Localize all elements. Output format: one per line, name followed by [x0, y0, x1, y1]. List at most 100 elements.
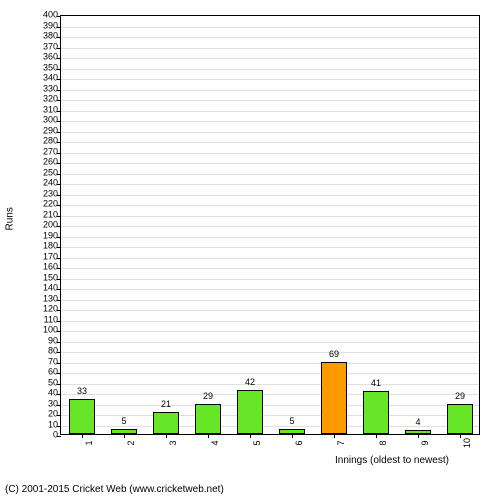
ytick-label: 90 — [28, 336, 58, 345]
bar-value-label: 4 — [415, 417, 420, 427]
xtick-label: 10 — [462, 438, 472, 448]
gridline — [61, 237, 479, 238]
bar — [153, 412, 178, 434]
bar — [321, 362, 346, 434]
gridline — [61, 405, 479, 406]
ytick-label: 10 — [28, 420, 58, 429]
xtick-mark — [250, 434, 251, 438]
ytick-label: 60 — [28, 368, 58, 377]
gridline — [61, 90, 479, 91]
xtick-label: 5 — [252, 440, 262, 445]
gridline — [61, 363, 479, 364]
ytick-label: 320 — [28, 95, 58, 104]
ytick-label: 240 — [28, 179, 58, 188]
bar-value-label: 41 — [371, 378, 381, 388]
gridline — [61, 321, 479, 322]
gridline — [61, 289, 479, 290]
ytick-label: 180 — [28, 242, 58, 251]
xtick-mark — [124, 434, 125, 438]
x-axis-label: Innings (oldest to newest) — [335, 455, 449, 466]
gridline — [61, 331, 479, 332]
gridline — [61, 300, 479, 301]
ytick-label: 350 — [28, 63, 58, 72]
chart-container: 33521294256941429 Runs Innings (oldest t… — [0, 0, 500, 500]
ytick-label: 370 — [28, 42, 58, 51]
ytick-label: 200 — [28, 221, 58, 230]
gridline — [61, 268, 479, 269]
ytick-label: 250 — [28, 168, 58, 177]
gridline — [61, 142, 479, 143]
xtick-label: 9 — [420, 440, 430, 445]
ytick-label: 290 — [28, 126, 58, 135]
bar — [69, 399, 94, 434]
gridline — [61, 153, 479, 154]
gridline — [61, 310, 479, 311]
ytick-label: 330 — [28, 84, 58, 93]
xtick-mark — [334, 434, 335, 438]
ytick-label: 190 — [28, 231, 58, 240]
bar-value-label: 33 — [77, 386, 87, 396]
y-axis-label: Runs — [5, 207, 16, 230]
gridline — [61, 216, 479, 217]
bar — [447, 404, 472, 434]
gridline — [61, 258, 479, 259]
bar-value-label: 69 — [329, 349, 339, 359]
copyright-text: (C) 2001-2015 Cricket Web (www.cricketwe… — [5, 484, 224, 495]
ytick-label: 120 — [28, 305, 58, 314]
bar — [237, 390, 262, 434]
xtick-mark — [460, 434, 461, 438]
bar-value-label: 21 — [161, 399, 171, 409]
gridline — [61, 100, 479, 101]
gridline — [61, 384, 479, 385]
plot-area: 33521294256941429 — [60, 15, 480, 435]
ytick-label: 40 — [28, 389, 58, 398]
gridline — [61, 394, 479, 395]
gridline — [61, 174, 479, 175]
ytick-label: 150 — [28, 273, 58, 282]
ytick-label: 260 — [28, 158, 58, 167]
gridline — [61, 373, 479, 374]
xtick-mark — [418, 434, 419, 438]
xtick-label: 8 — [378, 440, 388, 445]
ytick-label: 300 — [28, 116, 58, 125]
xtick-mark — [208, 434, 209, 438]
gridline — [61, 205, 479, 206]
ytick-label: 390 — [28, 21, 58, 30]
gridline — [61, 132, 479, 133]
gridline — [61, 163, 479, 164]
ytick-label: 230 — [28, 189, 58, 198]
ytick-label: 20 — [28, 410, 58, 419]
ytick-label: 140 — [28, 284, 58, 293]
xtick-label: 4 — [210, 440, 220, 445]
gridline — [61, 79, 479, 80]
ytick-label: 170 — [28, 252, 58, 261]
ytick-label: 30 — [28, 399, 58, 408]
xtick-mark — [292, 434, 293, 438]
ytick-label: 130 — [28, 294, 58, 303]
xtick-label: 3 — [168, 440, 178, 445]
gridline — [61, 121, 479, 122]
ytick-label: 400 — [28, 11, 58, 20]
bar-value-label: 29 — [203, 391, 213, 401]
gridline — [61, 69, 479, 70]
xtick-mark — [376, 434, 377, 438]
ytick-label: 70 — [28, 357, 58, 366]
gridline — [61, 58, 479, 59]
ytick-label: 380 — [28, 32, 58, 41]
ytick-label: 80 — [28, 347, 58, 356]
bar-value-label: 5 — [121, 416, 126, 426]
xtick-mark — [166, 434, 167, 438]
gridline — [61, 247, 479, 248]
bar — [195, 404, 220, 434]
xtick-mark — [82, 434, 83, 438]
ytick-label: 220 — [28, 200, 58, 209]
ytick-label: 340 — [28, 74, 58, 83]
gridline — [61, 111, 479, 112]
xtick-label: 6 — [294, 440, 304, 445]
ytick-label: 210 — [28, 210, 58, 219]
ytick-label: 310 — [28, 105, 58, 114]
gridline — [61, 195, 479, 196]
gridline — [61, 37, 479, 38]
ytick-label: 0 — [28, 431, 58, 440]
xtick-label: 2 — [126, 440, 136, 445]
